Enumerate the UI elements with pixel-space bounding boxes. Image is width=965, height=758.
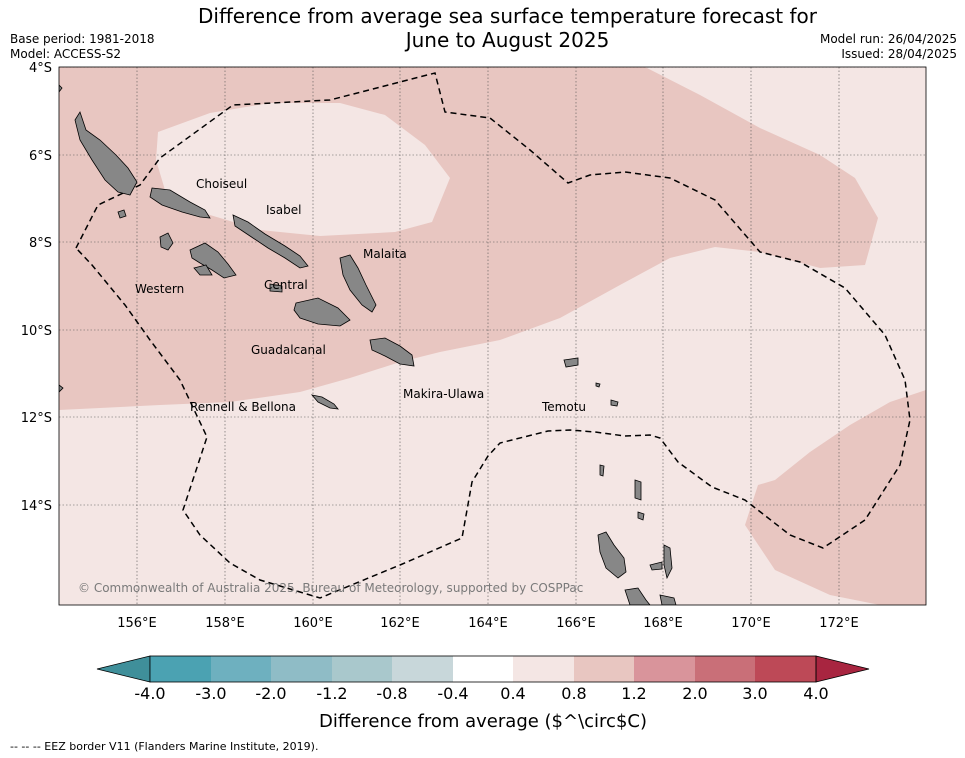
colorbar-tick: -1.2 bbox=[316, 684, 347, 703]
model-run: Model run: 26/04/2025 bbox=[819, 32, 957, 46]
island-malaita bbox=[339, 254, 377, 313]
island-rennell bbox=[310, 394, 339, 410]
label-western: Western bbox=[135, 282, 184, 296]
colorbar-tick: 4.0 bbox=[803, 684, 828, 703]
label-isabel: Isabel bbox=[266, 203, 301, 217]
colorbar-tick: 0.8 bbox=[561, 684, 586, 703]
map-frame bbox=[58, 66, 927, 606]
island-isabel bbox=[232, 214, 309, 269]
lon-tick: 172°E bbox=[819, 616, 859, 631]
colorbar-segment bbox=[392, 656, 453, 682]
colorbar-segment bbox=[634, 656, 695, 682]
colorbar-tick: 2.0 bbox=[682, 684, 707, 703]
colorbar-tick: 3.0 bbox=[742, 684, 767, 703]
anomaly-field-low-core bbox=[156, 103, 450, 236]
colorbar-tick: -4.0 bbox=[134, 684, 165, 703]
island-new-georgia bbox=[189, 242, 237, 279]
label-makira: Makira-Ulawa bbox=[403, 387, 484, 401]
island-pentecost bbox=[659, 594, 677, 605]
issued-date: Issued: 28/04/2025 bbox=[841, 47, 957, 61]
label-guadalcanal: Guadalcanal bbox=[251, 343, 326, 357]
colorbar-segment bbox=[271, 656, 332, 682]
colorbar-max-arrow bbox=[815, 655, 870, 683]
lat-tick: 10°S bbox=[21, 324, 52, 339]
island-malakula bbox=[624, 587, 651, 605]
island-florida bbox=[269, 283, 283, 293]
colorbar-segment bbox=[332, 656, 392, 682]
island-banks-2 bbox=[637, 511, 645, 521]
colorbar-segment bbox=[211, 656, 271, 682]
lon-tick: 164°E bbox=[468, 616, 508, 631]
colorbar-tick: -3.0 bbox=[195, 684, 226, 703]
eez-border bbox=[75, 72, 911, 599]
label-temotu: Temotu bbox=[541, 400, 586, 414]
colorbar: -4.0 -3.0 -2.0 -1.2 -0.8 -0.4 0.4 0.8 1.… bbox=[96, 655, 870, 732]
chart-title: Difference from average sea surface temp… bbox=[150, 4, 865, 52]
island-tinakula bbox=[595, 382, 601, 388]
colorbar-min-arrow bbox=[96, 655, 151, 683]
island-nuguria bbox=[59, 84, 63, 93]
island-espiritu-santo bbox=[597, 531, 627, 579]
eez-footnote: -- -- -- EEZ border V11 (Flanders Marine… bbox=[10, 740, 319, 753]
colorbar-frame bbox=[149, 655, 817, 683]
land bbox=[59, 84, 677, 605]
island-vanikoro bbox=[610, 399, 619, 407]
colorbar-segment bbox=[453, 656, 513, 682]
island-santa-cruz bbox=[563, 357, 579, 368]
island-torres bbox=[599, 464, 605, 477]
model-name: Model: ACCESS-S2 bbox=[10, 47, 122, 61]
base-period: Base period: 1981-2018 bbox=[10, 32, 155, 46]
colorbar-segment bbox=[150, 656, 211, 682]
island-rendova bbox=[193, 264, 213, 276]
colorbar-tick: -0.8 bbox=[376, 684, 407, 703]
colorbar-segment bbox=[695, 656, 755, 682]
colorbar-ticks: -4.0 -3.0 -2.0 -1.2 -0.8 -0.4 0.4 0.8 1.… bbox=[134, 684, 828, 703]
colorbar-tick: 0.4 bbox=[500, 684, 525, 703]
lon-tick: 170°E bbox=[731, 616, 771, 631]
colorbar-tick: -2.0 bbox=[255, 684, 286, 703]
label-choiseul: Choiseul bbox=[196, 177, 247, 191]
lat-tick: 12°S bbox=[21, 411, 52, 426]
lat-tick: 14°S bbox=[21, 499, 52, 514]
meta-right: Model run: 26/04/2025 Issued: 28/04/2025 bbox=[820, 32, 957, 62]
anomaly-field-high-southeast bbox=[745, 390, 926, 605]
colorbar-label: Difference from average ($^\circ$C) bbox=[319, 711, 647, 732]
island-west-east bbox=[59, 384, 64, 393]
label-malaita: Malaita bbox=[363, 247, 407, 261]
colorbar-segment bbox=[513, 656, 574, 682]
lat-axis: 4°S 6°S 8°S 10°S 12°S 14°S bbox=[21, 61, 52, 514]
copyright-text: © Commonwealth of Australia 2025, Bureau… bbox=[78, 581, 583, 595]
island-makira bbox=[369, 337, 415, 367]
lat-tick: 6°S bbox=[29, 149, 52, 164]
lat-tick: 4°S bbox=[29, 61, 52, 76]
lon-tick: 162°E bbox=[380, 616, 420, 631]
island-shortland bbox=[117, 209, 127, 219]
island-choiseul bbox=[149, 187, 211, 219]
island-bougainville bbox=[74, 111, 138, 196]
map-area: Choiseul Isabel Malaita Western Central … bbox=[59, 67, 926, 605]
label-central: Central bbox=[264, 278, 308, 292]
island-maewo bbox=[663, 544, 673, 580]
title-line-1: Difference from average sea surface temp… bbox=[197, 4, 817, 28]
lon-tick: 168°E bbox=[643, 616, 683, 631]
island-banks bbox=[634, 479, 642, 501]
colorbar-tick: -0.4 bbox=[437, 684, 468, 703]
lon-tick: 156°E bbox=[117, 616, 157, 631]
colorbar-segment bbox=[574, 656, 634, 682]
lat-tick: 8°S bbox=[29, 236, 52, 251]
lon-tick: 166°E bbox=[556, 616, 596, 631]
island-ambae bbox=[649, 561, 663, 571]
lon-tick: 158°E bbox=[205, 616, 245, 631]
island-vella-lavella bbox=[159, 232, 174, 251]
colorbar-segment bbox=[755, 656, 816, 682]
lon-tick: 160°E bbox=[293, 616, 333, 631]
title-line-2: June to August 2025 bbox=[405, 28, 610, 52]
colorbar-tick: 1.2 bbox=[621, 684, 646, 703]
lon-axis: 156°E 158°E 160°E 162°E 164°E 166°E 168°… bbox=[117, 616, 859, 631]
label-rennell: Rennell & Bellona bbox=[190, 400, 296, 414]
island-guadalcanal bbox=[293, 297, 351, 327]
gridlines bbox=[59, 67, 926, 605]
meta-left: Base period: 1981-2018 Model: ACCESS-S2 bbox=[10, 32, 155, 62]
